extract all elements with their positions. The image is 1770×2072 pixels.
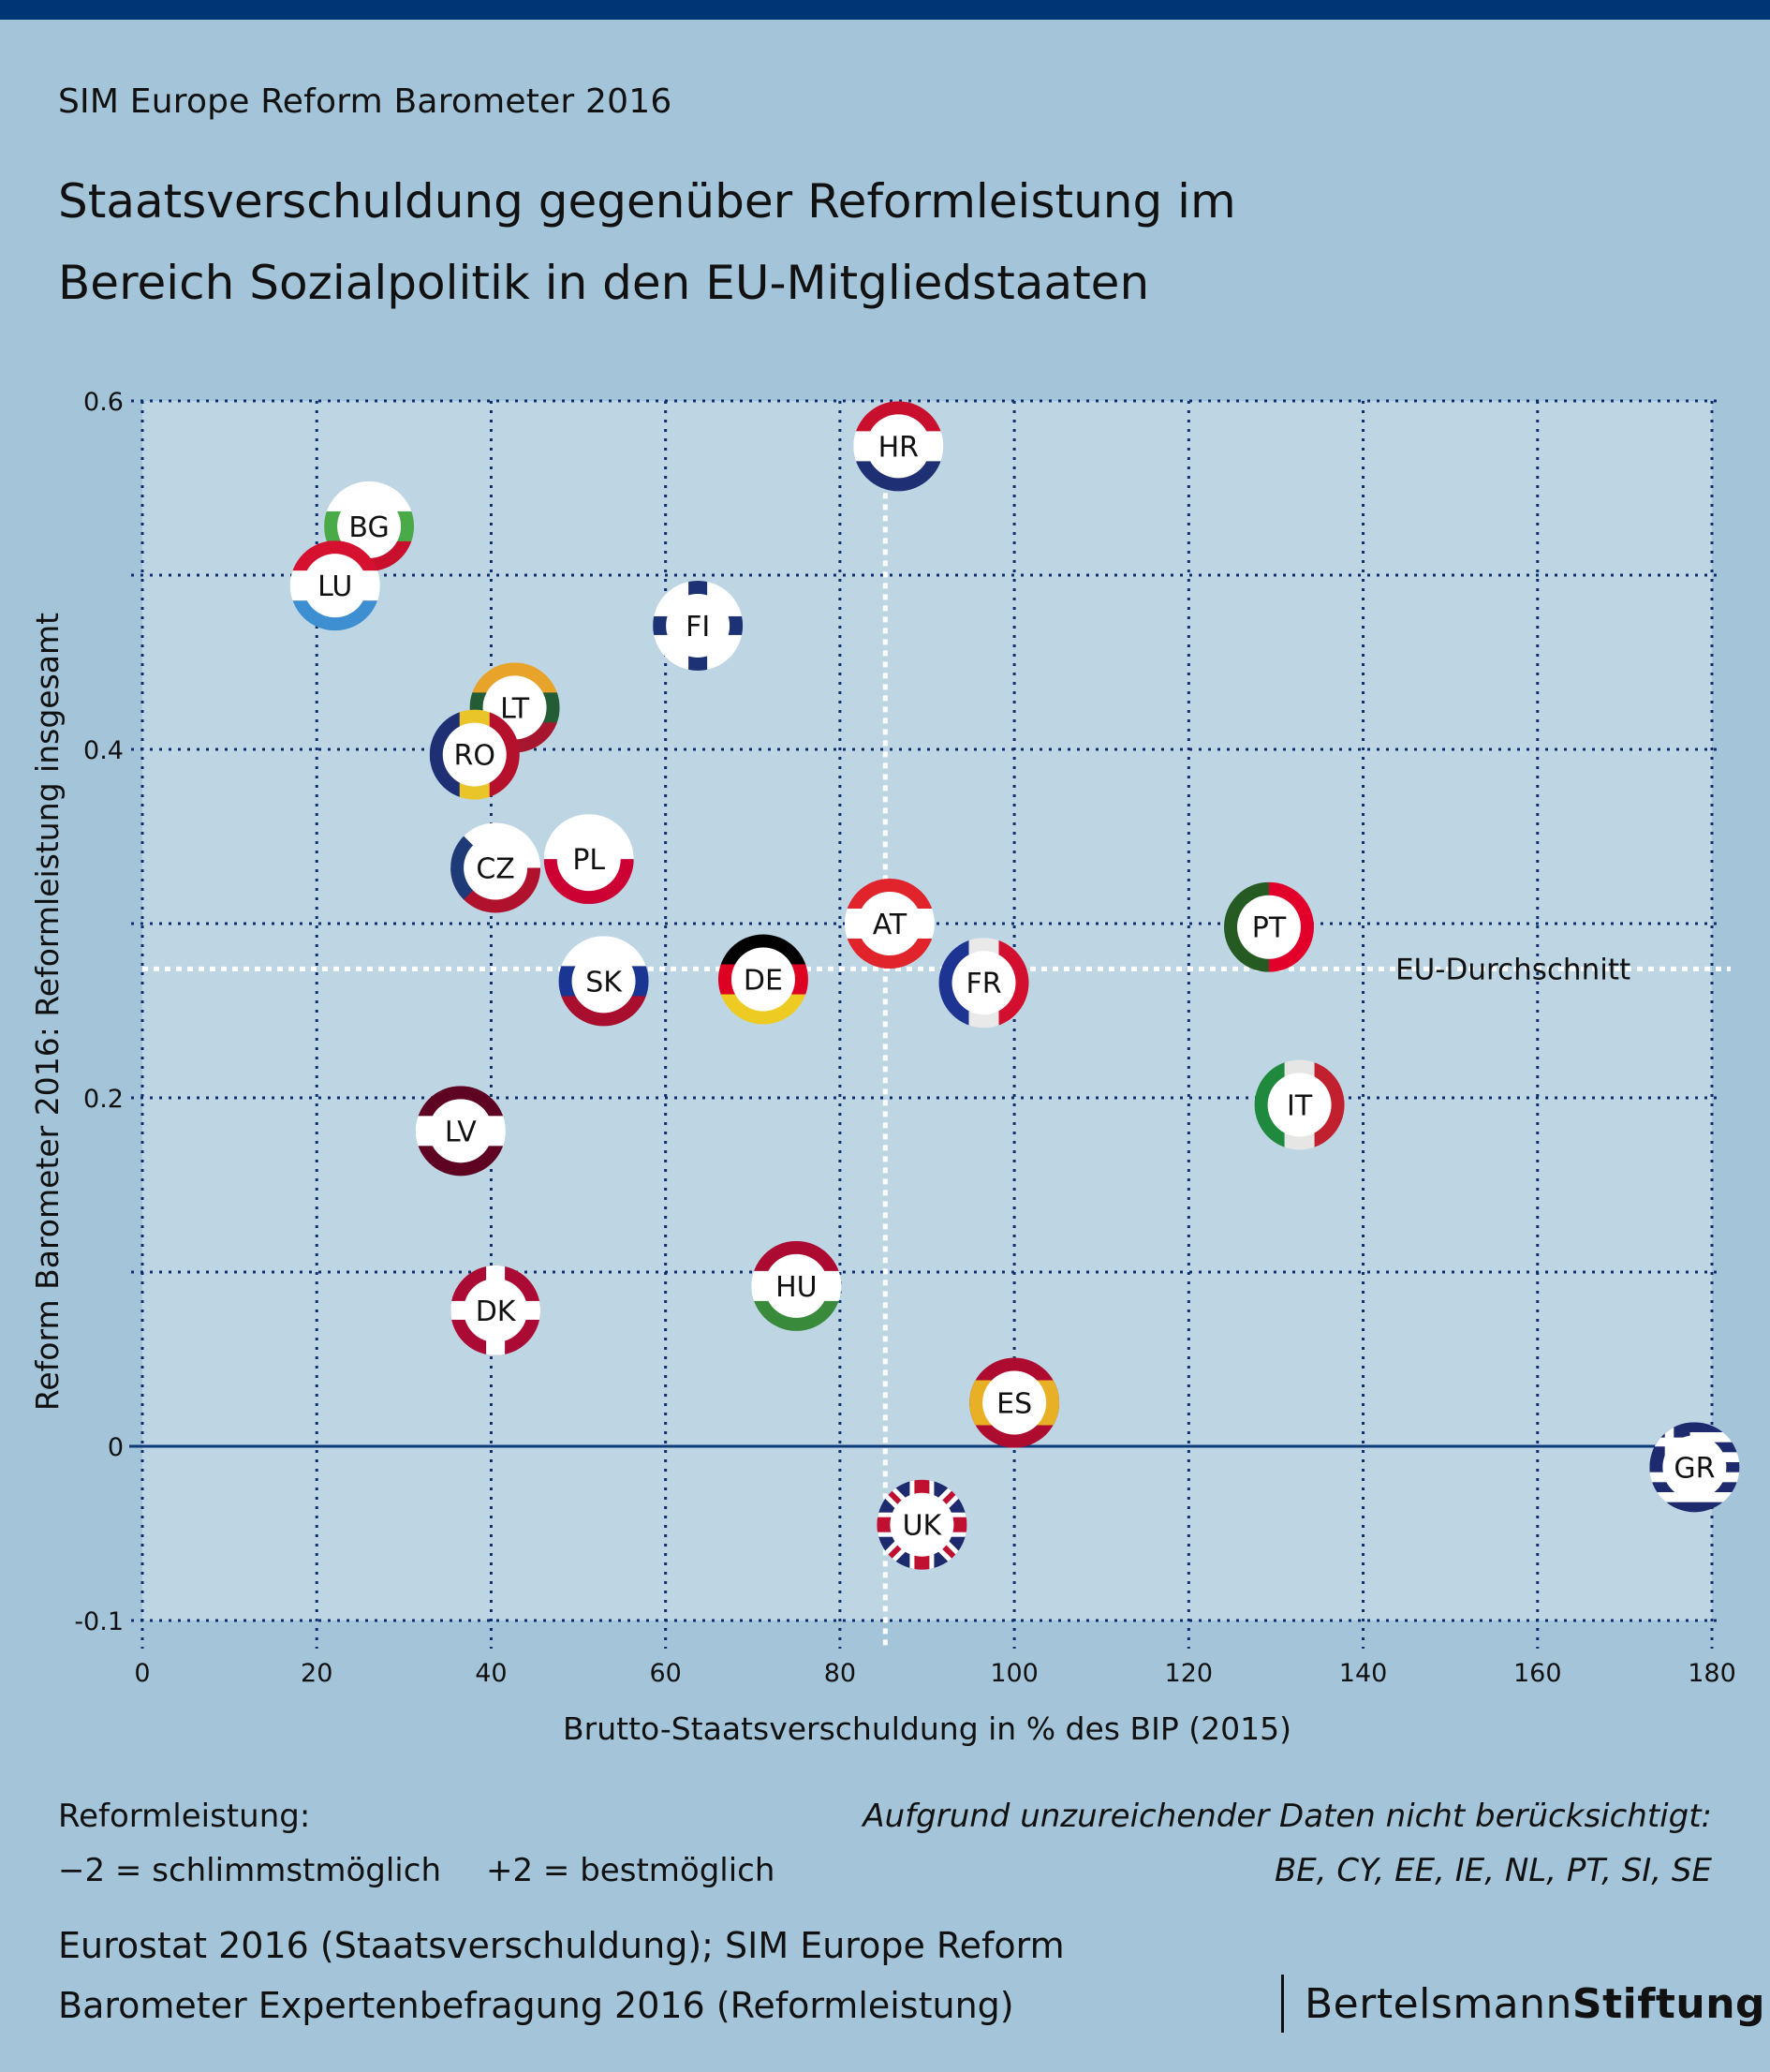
x-tick-label: 140 [1339, 1659, 1388, 1688]
eu-average-label: EU-Durchschnitt [1395, 953, 1630, 986]
bubble-center [666, 593, 730, 658]
y-tick-label: 0 [108, 1433, 124, 1462]
x-tick-label: 40 [475, 1659, 507, 1688]
data-point-it: IT [1254, 1059, 1345, 1150]
top-bar [0, 0, 1770, 20]
country-code-label: RO [454, 740, 495, 773]
x-tick-label: 80 [824, 1659, 856, 1688]
country-code-label: GR [1674, 1452, 1715, 1485]
data-point-cz: CZ [450, 822, 541, 913]
source-line2: Barometer Expertenbefragung 2016 (Reform… [58, 1985, 1014, 2026]
bertelsmann-logo: Bertelsmann Stiftung [1281, 1975, 1765, 2033]
bubble-center [982, 1370, 1047, 1435]
logo-text-light: Bertelsmann [1305, 1979, 1572, 2028]
x-tick-label: 180 [1688, 1659, 1736, 1688]
data-point-ro: RO [429, 709, 520, 800]
y-tick-label: -0.1 [74, 1607, 124, 1636]
legend-heading: Reformleistung: [58, 1798, 311, 1835]
legend-worst: −2 = schlimmstmöglich [58, 1852, 441, 1889]
source-line1: Eurostat 2016 (Staatsverschuldung); SIM … [58, 1925, 1065, 1966]
bubble-center [866, 414, 931, 479]
bubble-center [464, 1278, 528, 1342]
bubble-center [890, 1492, 954, 1557]
y-axis-ticks: -0.1 0 0.2 0.4 0.6 [74, 388, 124, 1636]
country-code-label: PT [1252, 912, 1287, 945]
data-point-pl: PL [543, 814, 634, 905]
data-point-pt: PT [1223, 881, 1314, 972]
country-code-label: SK [585, 966, 623, 999]
country-code-label: BG [348, 511, 389, 544]
x-axis-label: Brutto-Staatsverschuldung in % des BIP (… [563, 1710, 1291, 1747]
country-code-label: DE [744, 965, 783, 998]
logo-bar [1281, 1975, 1284, 2033]
bubble-center [951, 951, 1016, 1015]
x-axis-ticks: 0 20 40 60 80 100 120 140 160 180 [134, 1659, 1735, 1688]
chart-title: Staatsverschuldung gegenüber Reformleist… [58, 161, 1463, 324]
country-code-label: DK [476, 1295, 517, 1328]
data-point-at: AT [844, 879, 935, 969]
bubble-center [764, 1253, 829, 1318]
sources: Eurostat 2016 (Staatsverschuldung); SIM … [58, 1916, 1182, 2035]
y-axis-label: Reform Barometer 2016: Reformleistung in… [29, 613, 66, 1411]
bubble-center [730, 947, 795, 1012]
data-point-sk: SK [558, 936, 649, 1027]
chart-title-line2: Bereich Sozialpolitik in den EU-Mitglied… [58, 256, 1150, 310]
x-tick-label: 160 [1513, 1659, 1562, 1688]
excluded-note: Aufgrund unzureichender Daten nicht berü… [863, 1789, 1712, 1898]
country-code-label: PL [572, 844, 605, 877]
chart-kicker: SIM Europe Reform Barometer 2016 [58, 82, 672, 121]
bubble-center [337, 494, 402, 558]
legend-scale-values: −2 = schlimmstmöglich +2 = bestmöglich [58, 1843, 819, 1898]
legend-best: +2 = bestmöglich [486, 1852, 775, 1889]
scatter-chart: EU-Durchschnitt -0.1 0 0.2 0.4 0.6 0 20 40 60 80… [29, 388, 1740, 1747]
x-tick-label: 60 [649, 1659, 681, 1688]
country-code-label: CZ [476, 852, 515, 885]
x-tick-label: 100 [990, 1659, 1039, 1688]
country-code-label: FI [686, 611, 710, 644]
excluded-heading: Aufgrund unzureichender Daten nicht berü… [863, 1798, 1712, 1835]
data-point-gr: GR [1649, 1422, 1740, 1513]
country-code-label: ES [996, 1388, 1032, 1421]
bubble-center [1236, 895, 1301, 959]
bubble-center [1267, 1073, 1332, 1137]
bubble-center [464, 836, 528, 900]
bubble-center [1662, 1435, 1727, 1500]
country-code-label: LT [500, 692, 530, 725]
country-code-label: HR [878, 431, 919, 464]
data-point-dk: DK [450, 1265, 541, 1355]
country-code-label: UK [903, 1510, 943, 1543]
country-code-label: HU [775, 1271, 818, 1304]
country-code-label: AT [873, 909, 907, 941]
bubble-center [571, 949, 636, 1014]
data-point-es: ES [969, 1357, 1060, 1448]
bubble-center [556, 827, 621, 892]
country-code-label: LV [445, 1116, 477, 1148]
country-code-label: IT [1287, 1089, 1313, 1122]
data-point-uk: UK [877, 1479, 967, 1570]
bubble-center [442, 722, 507, 787]
logo-text-bold: Stiftung [1571, 1979, 1766, 2028]
country-code-label: LU [317, 570, 352, 603]
excluded-list: BE, CY, EE, IE, NL, PT, SI, SE [1274, 1852, 1712, 1889]
x-tick-label: 0 [134, 1659, 150, 1688]
data-point-fi: FI [653, 580, 744, 671]
x-tick-label: 120 [1165, 1659, 1214, 1688]
y-tick-label: 0.4 [83, 736, 124, 765]
y-tick-label: 0.6 [83, 388, 124, 417]
bubble-center [302, 554, 367, 618]
chart-title-line1: Staatsverschuldung gegenüber Reformleist… [58, 174, 1236, 229]
bubble-center [857, 892, 922, 955]
plot-area [142, 401, 1712, 1621]
country-code-label: FR [966, 968, 1001, 1000]
bubble-center [428, 1099, 493, 1163]
x-tick-label: 20 [301, 1659, 332, 1688]
legend-scale: Reformleistung: −2 = schlimmstmöglich +2 … [58, 1789, 819, 1898]
y-tick-label: 0.2 [83, 1085, 124, 1114]
